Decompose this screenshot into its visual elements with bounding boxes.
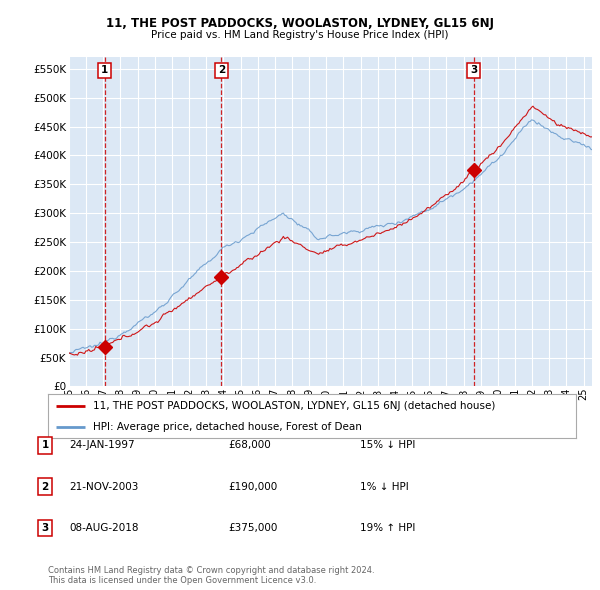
Text: 2: 2 xyxy=(41,482,49,491)
Text: Contains HM Land Registry data © Crown copyright and database right 2024.
This d: Contains HM Land Registry data © Crown c… xyxy=(48,566,374,585)
Text: £190,000: £190,000 xyxy=(228,482,277,491)
Text: HPI: Average price, detached house, Forest of Dean: HPI: Average price, detached house, Fore… xyxy=(93,422,362,432)
Text: 1: 1 xyxy=(101,65,108,76)
Text: 24-JAN-1997: 24-JAN-1997 xyxy=(69,441,134,450)
Text: Price paid vs. HM Land Registry's House Price Index (HPI): Price paid vs. HM Land Registry's House … xyxy=(151,30,449,40)
Text: 19% ↑ HPI: 19% ↑ HPI xyxy=(360,523,415,533)
Text: 08-AUG-2018: 08-AUG-2018 xyxy=(69,523,139,533)
Text: 15% ↓ HPI: 15% ↓ HPI xyxy=(360,441,415,450)
Text: 2: 2 xyxy=(218,65,225,76)
Text: £375,000: £375,000 xyxy=(228,523,277,533)
Text: 21-NOV-2003: 21-NOV-2003 xyxy=(69,482,139,491)
Text: 11, THE POST PADDOCKS, WOOLASTON, LYDNEY, GL15 6NJ (detached house): 11, THE POST PADDOCKS, WOOLASTON, LYDNEY… xyxy=(93,401,495,411)
Text: 3: 3 xyxy=(41,523,49,533)
Text: 1% ↓ HPI: 1% ↓ HPI xyxy=(360,482,409,491)
Text: 1: 1 xyxy=(41,441,49,450)
Text: £68,000: £68,000 xyxy=(228,441,271,450)
Text: 11, THE POST PADDOCKS, WOOLASTON, LYDNEY, GL15 6NJ: 11, THE POST PADDOCKS, WOOLASTON, LYDNEY… xyxy=(106,17,494,30)
Text: 3: 3 xyxy=(470,65,478,76)
